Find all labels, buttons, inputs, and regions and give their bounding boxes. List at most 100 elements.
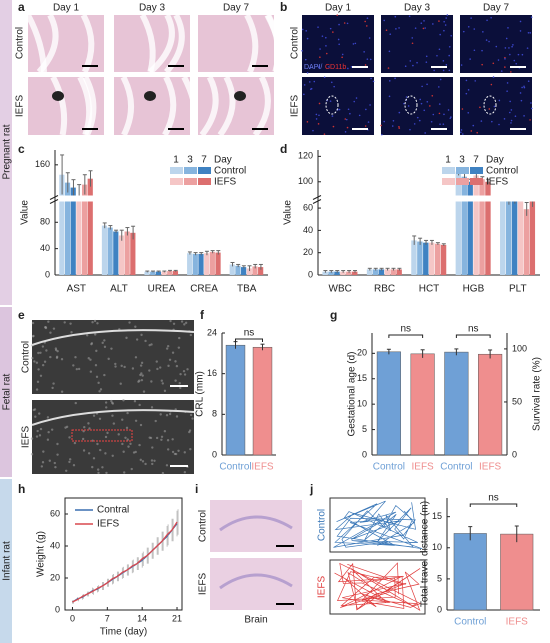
speckle	[183, 451, 186, 454]
y-tick-label: 100	[512, 343, 527, 353]
cell-dot	[380, 124, 382, 127]
speckle	[99, 448, 102, 452]
section-label: Pregnant rat	[2, 124, 13, 179]
cell-dot	[479, 106, 481, 109]
cell-dot	[509, 111, 511, 114]
cell-dot	[503, 118, 506, 120]
cell-dot	[398, 125, 400, 128]
bar	[378, 269, 385, 275]
cell-dot	[493, 105, 496, 108]
y-tick-label: 0	[308, 269, 313, 279]
cell-dot	[408, 15, 411, 18]
y-tick-label: 0	[212, 449, 217, 459]
speckle	[60, 358, 64, 361]
bar	[366, 269, 373, 275]
speckle	[90, 342, 93, 346]
speckle	[86, 334, 89, 337]
bar	[167, 271, 173, 275]
speckle	[32, 408, 35, 412]
speckle	[171, 438, 174, 441]
x-tick-label: 21	[172, 613, 182, 623]
cell-dot	[498, 123, 500, 126]
cell-dot	[527, 31, 530, 34]
row-label: IEFS	[21, 426, 32, 449]
cell-dot	[346, 126, 349, 129]
cell-dot	[420, 22, 423, 25]
legend-label: Control	[486, 166, 518, 177]
cell-dot	[460, 129, 463, 131]
cell-dot	[461, 133, 464, 135]
legend-label: Contral	[97, 505, 129, 516]
cell-dot	[419, 98, 422, 101]
speckle	[160, 435, 164, 439]
cell-dot	[510, 109, 513, 111]
significance-bracket	[235, 338, 263, 342]
speckle	[148, 343, 151, 347]
speckle	[82, 430, 85, 433]
cell-dot	[515, 62, 518, 65]
panel-letter: a	[18, 0, 25, 14]
speckle	[37, 368, 40, 371]
axis-break	[51, 195, 268, 202]
stain-label: CD11b	[325, 64, 346, 71]
speckle	[95, 349, 98, 353]
cell-dot	[365, 108, 367, 111]
speckle	[178, 336, 181, 340]
cell-dot	[509, 100, 511, 103]
y-tick-label: 60	[50, 508, 60, 518]
y-tick-label: 15	[432, 511, 442, 521]
speckle	[144, 462, 147, 466]
speckle	[43, 360, 47, 363]
legend-title: Day	[214, 155, 232, 166]
row-label: Control	[198, 510, 209, 542]
cell-dot	[418, 119, 421, 122]
y-tick-label: 0	[45, 269, 50, 279]
legend-swatch	[442, 178, 455, 185]
y-tick-label: 20	[303, 247, 313, 257]
speckle	[130, 467, 133, 471]
cell-dot	[433, 69, 435, 72]
cell-dot	[412, 64, 414, 67]
cell-dot	[448, 69, 451, 72]
cell-dot	[329, 100, 332, 102]
legend-label: IEFS	[486, 177, 509, 188]
legend-swatch	[442, 167, 455, 174]
speckle	[50, 428, 54, 431]
cell-dot	[355, 97, 358, 99]
cell-dot	[325, 45, 327, 47]
cell-dot	[388, 80, 391, 82]
y-tick-label: 40	[303, 225, 313, 235]
legend-swatch	[456, 167, 469, 174]
speckle	[114, 362, 117, 366]
speckle	[99, 388, 103, 391]
cell-dot	[420, 102, 423, 105]
y-tick-label: 0	[512, 449, 517, 459]
tissue-fold	[181, 75, 200, 136]
speckle	[54, 348, 58, 352]
speckle	[184, 321, 188, 325]
legend-swatch	[170, 178, 183, 185]
cell-dot	[490, 83, 493, 86]
cell-dot	[432, 113, 435, 116]
tissue-fold	[199, 75, 219, 137]
speckle	[46, 416, 50, 419]
speckle	[48, 459, 52, 462]
ultrasound	[32, 320, 194, 394]
cell-dot	[315, 118, 318, 120]
panel-letter: c	[18, 142, 25, 156]
cell-dot	[331, 115, 334, 117]
legend-swatch	[198, 178, 211, 185]
speckle	[150, 343, 153, 346]
cell-dot	[309, 67, 311, 70]
cell-dot	[394, 15, 397, 18]
speckle	[175, 364, 179, 368]
speckle	[74, 355, 77, 359]
row-label: Control	[290, 27, 301, 59]
speckle	[140, 378, 144, 382]
x-tick-label: UREA	[148, 284, 176, 295]
speckle	[33, 360, 36, 363]
axis-label: Survival rate (%)	[532, 357, 543, 431]
speckle	[39, 427, 43, 431]
bar	[328, 271, 334, 275]
column-label: Day 7	[223, 3, 250, 14]
